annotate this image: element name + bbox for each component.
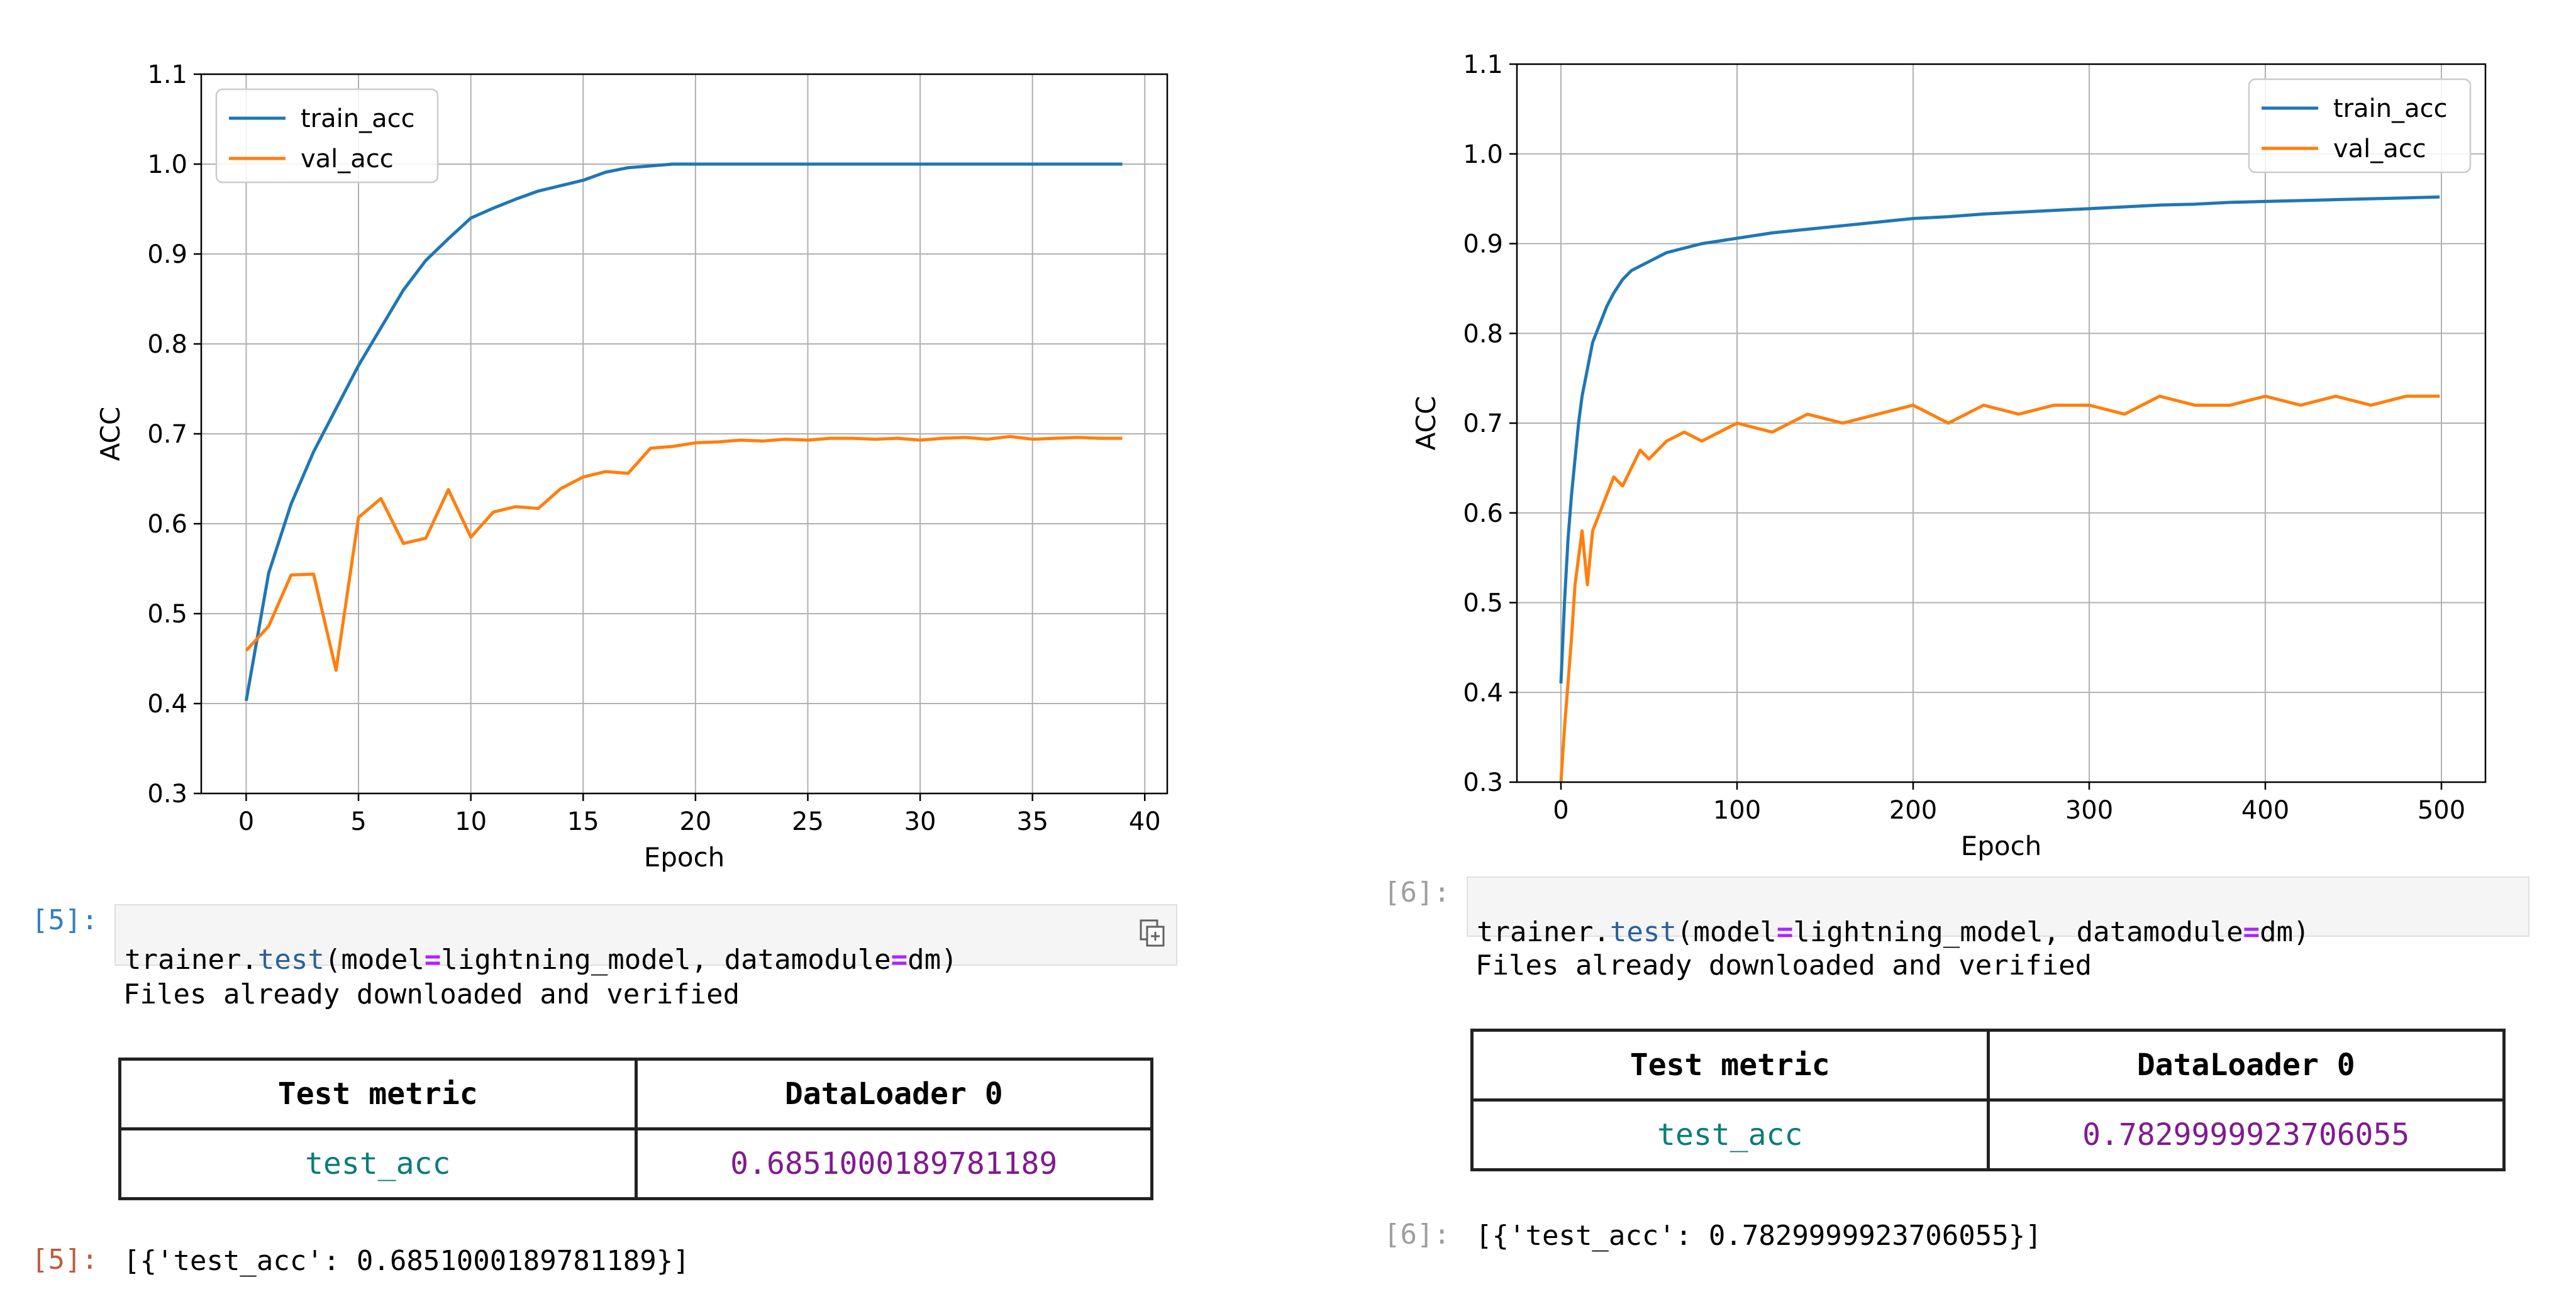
code-args: lightning_model, datamodule	[441, 944, 891, 976]
header-dataloader: DataLoader 0	[1986, 1029, 2506, 1102]
accuracy-chart-right: 0 100 200 300 400 500 0.3 0.4 0.5 0.6 0.7 0.8 0.9 1.0…	[1411, 50, 2487, 861]
y-tick-label: 0.6	[1463, 499, 1503, 528]
copy-icon[interactable]	[1137, 918, 1169, 949]
header-test-metric: Test metric	[118, 1058, 638, 1130]
table-row: test_acc 0.7829999923706055	[1470, 1099, 2506, 1171]
code-editor-right[interactable]: trainer.test(model=lightning_model, data…	[1467, 876, 2529, 948]
y-tick-label: 1.0	[147, 150, 187, 179]
y-tick-label: 0.9	[1463, 230, 1503, 259]
y-tick-label: 0.8	[1463, 319, 1503, 348]
x-tick-label: 300	[2065, 796, 2113, 825]
y-tick-label: 0.4	[147, 690, 187, 719]
series-line-val_acc	[245, 434, 1123, 672]
code-args: dm)	[2260, 916, 2310, 948]
code-operator: =	[2243, 916, 2260, 948]
y-tick-label: 0.5	[1463, 589, 1503, 618]
series-line-train_acc	[1559, 195, 2440, 684]
y-tick-label: 0.7	[147, 420, 187, 449]
code-operator: =	[1776, 916, 1794, 948]
code-args: (model	[324, 944, 425, 976]
x-axis-label: Epoch	[1961, 831, 2042, 861]
y-tick-label: 1.0	[1463, 140, 1503, 169]
y-tick-label: 0.3	[147, 780, 187, 809]
x-tick-label: 0	[1553, 796, 1568, 825]
output-prompt: [6]:	[1384, 1218, 1450, 1251]
input-prompt: [5]:	[31, 904, 98, 936]
series-line-val_acc	[1559, 394, 2440, 783]
code-args: lightning_model, datamodule	[1793, 916, 2243, 948]
x-tick-label: 25	[792, 807, 824, 836]
code-cell-right: [6]:	[1377, 876, 1459, 909]
result-text-left: [{'test_acc': 0.6851000189781189}]	[123, 1245, 690, 1277]
code-operator: =	[424, 944, 441, 976]
y-tick-label: 0.5	[147, 600, 187, 629]
stdout-text-right: Files already downloaded and verified	[1475, 949, 2092, 981]
legend-label-val_acc: val_acc	[2333, 135, 2426, 163]
series-line-train_acc	[244, 162, 1123, 702]
y-axis-label: ACC	[1411, 396, 1441, 451]
x-tick-label: 100	[1713, 796, 1761, 825]
x-tick-label: 20	[679, 807, 711, 836]
output-row-left: [5]:	[25, 1244, 107, 1276]
y-tick-label: 1.1	[147, 60, 187, 89]
legend-label-train_acc: train_acc	[2333, 94, 2448, 123]
x-tick-label: 30	[904, 807, 936, 836]
y-tick-label: 0.6	[147, 510, 187, 539]
output-prompt: [5]:	[31, 1244, 98, 1276]
x-tick-label: 10	[455, 807, 487, 836]
code-method: test	[1609, 916, 1677, 948]
metric-value-cell: 0.7829999923706055	[1986, 1099, 2506, 1171]
legend-label-train_acc: train_acc	[301, 104, 415, 133]
y-axis-label: ACC	[95, 407, 126, 461]
x-tick-label: 35	[1016, 807, 1048, 836]
table-row: test_acc 0.6851000189781189	[118, 1128, 1153, 1200]
x-tick-label: 200	[1889, 796, 1937, 825]
y-tick-label: 1.1	[1463, 50, 1503, 79]
table-header-row: Test metric DataLoader 0	[1470, 1029, 2506, 1102]
code-method: test	[257, 944, 325, 976]
code-cell-left: [5]:	[25, 904, 107, 936]
x-tick-label: 500	[2418, 796, 2465, 825]
y-tick-label: 0.8	[147, 330, 187, 359]
y-tick-label: 0.4	[1463, 678, 1503, 707]
x-tick-label: 0	[238, 807, 254, 836]
result-text-right: [{'test_acc': 0.7829999923706055}]	[1475, 1220, 2042, 1252]
x-tick-label: 40	[1129, 807, 1161, 836]
code-object: trainer.	[125, 944, 258, 976]
x-tick-label: 5	[350, 807, 366, 836]
code-editor-left[interactable]: trainer.test(model=lightning_model, data…	[114, 904, 1177, 976]
y-tick-label: 0.3	[1463, 768, 1503, 797]
metric-value-cell: 0.6851000189781189	[634, 1128, 1153, 1200]
y-tick-label: 0.9	[147, 240, 187, 269]
code-object: trainer.	[1477, 916, 1610, 948]
y-tick-label: 0.7	[1463, 409, 1503, 438]
table-header-row: Test metric DataLoader 0	[118, 1058, 1153, 1130]
input-prompt: [6]:	[1384, 876, 1450, 909]
header-test-metric: Test metric	[1470, 1029, 1990, 1102]
output-row-right: [6]:	[1377, 1218, 1459, 1251]
x-axis-label: Epoch	[644, 842, 725, 873]
accuracy-chart-left: 0 5 10 15 20 25 30 35 40 0.3 0.4 0.5 0.6 0.7 0.8 0.9 1.0…	[95, 60, 1169, 873]
metric-name-cell: test_acc	[1470, 1099, 1990, 1171]
test-metrics-table-left: Test metric DataLoader 0 test_acc 0.6851…	[118, 1058, 1153, 1200]
x-tick-label: 400	[2241, 796, 2289, 825]
code-operator: =	[891, 944, 908, 976]
x-tick-label: 15	[567, 807, 599, 836]
code-args: dm)	[908, 944, 958, 976]
code-args: (model	[1676, 916, 1777, 948]
test-metrics-table-right: Test metric DataLoader 0 test_acc 0.7829…	[1470, 1029, 2506, 1171]
stdout-text-left: Files already downloaded and verified	[123, 978, 740, 1010]
header-dataloader: DataLoader 0	[634, 1058, 1153, 1130]
legend-label-val_acc: val_acc	[301, 145, 394, 174]
metric-name-cell: test_acc	[118, 1128, 638, 1200]
